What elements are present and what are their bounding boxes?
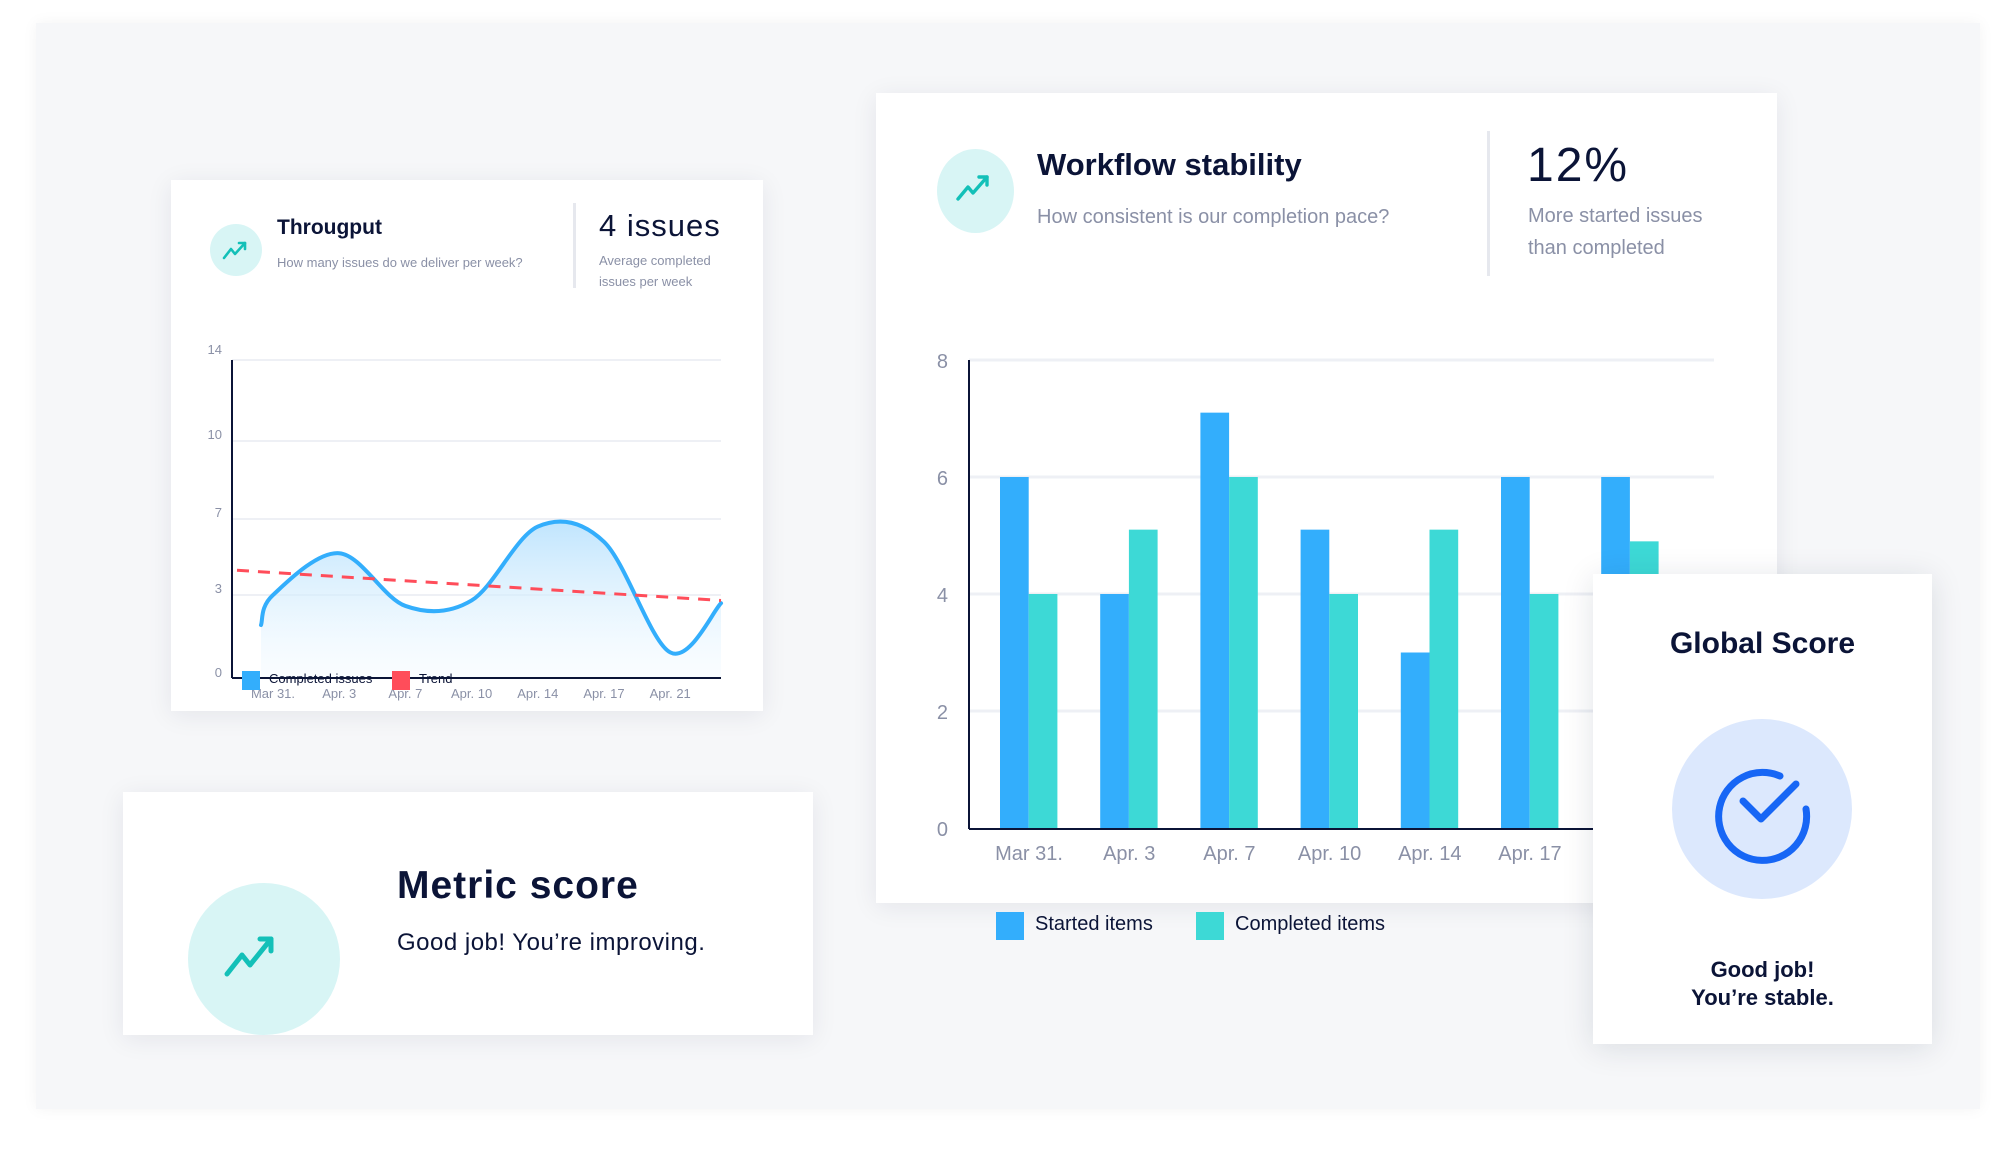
workflow-subtitle: How consistent is our completion pace? <box>1037 206 1390 228</box>
completed-issues-line <box>259 519 723 656</box>
completed-bar <box>1028 594 1058 828</box>
workflow-title: Workflow stability <box>1037 147 1302 182</box>
completed-bar <box>1429 529 1459 828</box>
completed-bar <box>1128 529 1158 828</box>
metric-message: Good job! You’re improving. <box>397 929 706 956</box>
x-tick-label: Apr. 14 <box>517 686 558 701</box>
completed-bar <box>1329 594 1358 828</box>
workflow-stat-value: 12% <box>1527 139 1630 192</box>
y-tick-label: 3 <box>215 581 222 596</box>
x-tick-label: Mar 31. <box>251 686 295 701</box>
started-bar <box>1400 652 1430 828</box>
started-bar <box>1501 477 1530 828</box>
y-tick-label: 10 <box>208 427 222 442</box>
trending-up-icon <box>222 241 247 260</box>
y-tick-label: 6 <box>937 468 948 490</box>
y-tick-label: 14 <box>208 342 222 357</box>
workflow-stat-label-2: than completed <box>1528 237 1665 259</box>
x-tick-label: Apr. 21 <box>650 686 691 701</box>
x-tick-label: Apr. 7 <box>1203 843 1255 865</box>
throughput-icon-circle <box>210 224 262 276</box>
workflow-stat-label-1: More started issues <box>1528 205 1703 227</box>
legend-swatch <box>392 671 410 690</box>
workflow-icon-circle <box>937 149 1014 233</box>
y-tick-label: 0 <box>215 665 222 680</box>
legend-label: Completed issues <box>269 671 373 686</box>
x-tick-label: Apr. 10 <box>451 686 492 701</box>
throughput-divider <box>573 203 576 288</box>
throughput-stat-label-2: issues per week <box>599 274 693 289</box>
completed-bar <box>1229 477 1258 828</box>
throughput-stat-value: 4 issues <box>599 208 721 243</box>
x-tick-label: Apr. 3 <box>1103 843 1155 865</box>
x-tick-label: Mar 31. <box>995 843 1063 865</box>
global-score-circle <box>1672 719 1852 899</box>
global-score-message-2: You’re stable. <box>1691 985 1834 1010</box>
legend-swatch <box>242 671 260 690</box>
x-tick-label: Apr. 3 <box>322 686 356 701</box>
legend-swatch <box>996 912 1024 940</box>
completed-issues-area <box>261 521 721 677</box>
check-circle-icon <box>1715 768 1811 864</box>
started-bar <box>1100 594 1129 828</box>
x-tick-label: Apr. 17 <box>1498 843 1561 865</box>
x-tick-label: Apr. 17 <box>583 686 624 701</box>
workflow-divider <box>1487 131 1490 276</box>
legend-swatch <box>1196 912 1224 940</box>
trend-line <box>236 568 722 602</box>
legend-label: Started items <box>1035 913 1153 935</box>
legend-label: Trend <box>419 671 453 686</box>
trending-up-icon <box>224 936 274 977</box>
legend-label: Completed items <box>1235 913 1386 935</box>
y-tick-label: 7 <box>215 505 222 520</box>
y-tick-label: 0 <box>937 819 948 841</box>
x-tick-label: Apr. 14 <box>1398 843 1461 865</box>
completed-bar <box>1529 594 1559 828</box>
started-bar <box>1200 412 1230 828</box>
y-tick-label: 4 <box>937 585 948 607</box>
started-bar <box>1000 477 1029 828</box>
throughput-title: Througput <box>277 216 382 239</box>
global-score-message-1: Good job! <box>1710 957 1815 982</box>
y-tick-label: 2 <box>937 702 948 724</box>
trending-up-icon <box>956 175 989 201</box>
throughput-subtitle: How many issues do we deliver per week? <box>277 255 523 270</box>
global-score-title: Global Score <box>1669 627 1856 660</box>
metric-icon-circle <box>188 883 340 1035</box>
throughput-stat-label-1: Average completed <box>599 253 711 268</box>
metric-title: Metric score <box>397 864 639 907</box>
x-tick-label: Apr. 10 <box>1298 843 1361 865</box>
started-bar <box>1300 529 1330 828</box>
y-tick-label: 8 <box>937 351 948 373</box>
